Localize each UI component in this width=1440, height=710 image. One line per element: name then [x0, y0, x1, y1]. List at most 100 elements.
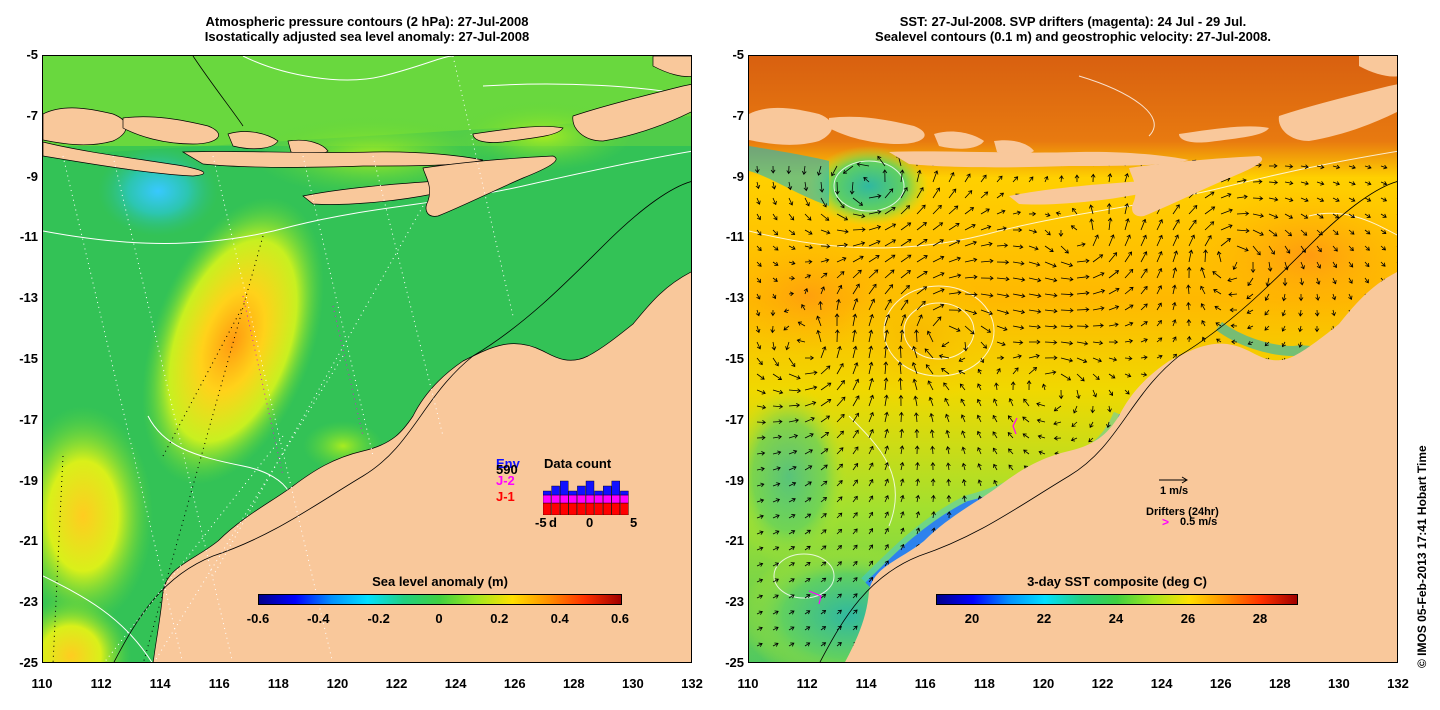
data-count-bar: [568, 490, 577, 496]
left-colorbar-tick: -0.6: [246, 611, 270, 626]
data-count-bar: [585, 480, 595, 496]
left-lat-tick: -19: [19, 472, 38, 488]
right-lon-tick: 130: [1328, 676, 1350, 691]
right-lon-tick: 124: [1150, 676, 1173, 691]
right-colorbar-tick: 20: [964, 611, 980, 626]
shelf-contour: [819, 181, 1397, 662]
data-count-bar: [577, 502, 586, 515]
data-count-bar: [551, 502, 560, 515]
sst-field: [749, 56, 1397, 662]
data-count-bar: [577, 485, 586, 496]
right-lon-tick: 128: [1268, 676, 1291, 691]
drifters-label: Drifters (24hr): [1146, 506, 1219, 518]
inset-axis-d: d: [549, 515, 557, 530]
data-count-bar: [594, 490, 603, 496]
data-count-bar: [585, 494, 595, 504]
right-lat-tick: -25: [725, 655, 744, 670]
data-count-bar: [543, 490, 552, 496]
right-lat-tick: -23: [725, 594, 744, 610]
australia-landmass: [152, 271, 691, 662]
right-lat-tick: -19: [725, 472, 744, 488]
left-lat-tick: -21: [19, 533, 38, 549]
left-lon-tick: 118: [267, 676, 289, 691]
right-lon-tick: 126: [1209, 676, 1232, 691]
left-lon-tick: 126: [503, 676, 526, 691]
shelf-contour: [113, 56, 691, 662]
right-lon-tick: 132: [1387, 676, 1409, 691]
left-lat-tick: -5: [26, 47, 38, 62]
right-lon-tick: 116: [914, 676, 936, 691]
left-lat-tick: -23: [19, 594, 38, 610]
data-count-bar: [620, 502, 629, 515]
data-count-title: Data count: [544, 456, 612, 471]
left-panel-title: Atmospheric pressure contours (2 hPa): 2…: [42, 14, 692, 44]
right-lat-tick: -13: [725, 290, 744, 306]
flores-island: [181, 151, 484, 168]
right-colorbar-tick: 26: [1180, 611, 1196, 626]
legend-env: Env: [496, 456, 520, 471]
data-count-bar: [568, 502, 577, 515]
left-colorbar: [258, 594, 622, 605]
drifters-symbol: >: [1162, 515, 1170, 529]
data-count-bar: [543, 502, 552, 515]
right-colorbar-tick: 22: [1036, 611, 1052, 626]
data-count-bar: [611, 502, 621, 515]
left-lat-tick: -7: [26, 107, 38, 123]
altimeter-tracks: [62, 56, 514, 662]
data-count-bar: [620, 490, 629, 496]
right-lat-tick: -21: [725, 533, 744, 549]
left-colorbar-tick: 0.2: [490, 611, 509, 626]
land: [749, 56, 1397, 662]
data-count-bar: [611, 494, 621, 504]
data-count-bar: [551, 485, 560, 496]
left-lon-tick: 130: [622, 676, 644, 691]
data-count-bar: [551, 494, 560, 504]
scale-vector-arrow: [1159, 476, 1188, 484]
right-lat-tick: -5: [732, 47, 744, 62]
right-lon-tick: 120: [1032, 676, 1055, 691]
inset-axis-mid: 0: [586, 515, 594, 530]
left-title-line1: Atmospheric pressure contours (2 hPa): 2…: [205, 14, 529, 29]
legend-env-count: 590: [496, 462, 518, 477]
left-colorbar-tick: 0.6: [610, 611, 630, 626]
left-colorbar-tick: 0: [435, 611, 443, 626]
scale-vector-label: 1 m/s: [1160, 485, 1189, 497]
right-lon-tick: 112: [796, 676, 818, 691]
land: [43, 56, 691, 662]
left-lon-tick: 110: [31, 676, 53, 691]
right-colorbar-tick: 28: [1252, 611, 1268, 626]
legend-j2: J-2: [496, 473, 515, 488]
copyright-credit: © IMOS 05-Feb-2013 17:41 Hobart Time: [1415, 445, 1429, 668]
left-lon-tick: 114: [149, 676, 171, 691]
right-lon-tick: 110: [737, 676, 759, 691]
right-lat-tick: -17: [725, 411, 744, 427]
inset-axis-right: 5: [630, 515, 638, 530]
sea-level-anomaly-field: [43, 56, 691, 662]
right-colorbar-tick: 24: [1108, 611, 1124, 626]
data-count-bar: [594, 494, 603, 504]
data-count-bar: [543, 494, 552, 504]
left-lat-tick: -13: [19, 290, 38, 306]
right-colorbar-label: 3-day SST composite (deg C): [1027, 574, 1207, 589]
right-title-line2: Sealevel contours (0.1 m) and geostrophi…: [875, 29, 1271, 44]
data-count-bar: [560, 480, 569, 496]
right-lon-tick: 114: [855, 676, 877, 691]
data-count-bar: [594, 502, 603, 515]
data-count-bar: [577, 494, 586, 504]
left-lat-tick: -11: [19, 229, 38, 245]
left-colorbar-tick: -0.4: [307, 611, 330, 626]
svp-drifter-tracks: [808, 417, 1018, 605]
legend-j1: J-1: [496, 489, 515, 504]
left-lon-tick: 116: [208, 676, 230, 691]
left-colorbar-label: Sea level anomaly (m): [372, 574, 508, 589]
java-island: [43, 107, 127, 146]
left-colorbar-tick: 0.4: [550, 611, 569, 626]
right-title-line1: SST: 27-Jul-2008. SVP drifters (magenta)…: [899, 14, 1247, 29]
right-lon-tick: 118: [973, 676, 995, 691]
data-count-bar: [620, 494, 629, 504]
left-lon-tick: 120: [326, 676, 349, 691]
data-count-bars: [543, 480, 629, 515]
left-title-line2: Isostatically adjusted sea level anomaly…: [204, 29, 530, 44]
positive-anomaly-core: [141, 197, 325, 485]
timor-island: [422, 155, 557, 217]
